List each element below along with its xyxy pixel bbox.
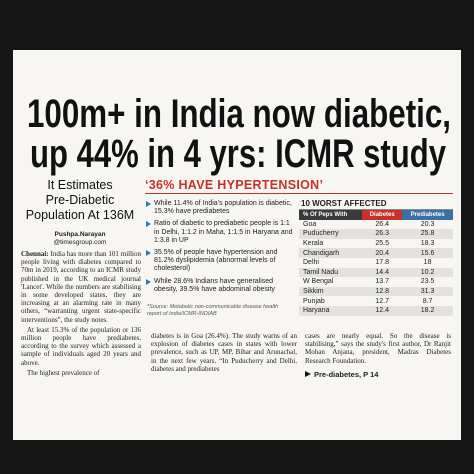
table-block: 10 WORST AFFECTED % Of Peps With Diabetes… <box>299 198 453 316</box>
info-box: ‘36% HAVE HYPERTENSION’ While 11.4% of I… <box>145 178 453 328</box>
paragraph: At least 15.3% of the population or 136 … <box>21 325 141 367</box>
table-row: Haryana 12.4 18.2 <box>299 305 453 316</box>
bullet-item: 35.5% of people have hypertension and 81… <box>145 249 293 274</box>
table-value: 12.8 <box>362 286 403 297</box>
paragraph: Chennai: India has more than 101 million… <box>21 250 141 324</box>
source-note: *Source: Metabolic non-communicable dise… <box>147 304 279 317</box>
table-value: 10.2 <box>402 267 453 278</box>
table-value: 13.7 <box>375 278 389 286</box>
state-name: W Bengal <box>303 278 334 286</box>
table-row: Delhi 17.8 18 <box>299 258 453 268</box>
subheadline-line: Population At 136M <box>25 208 135 222</box>
table-row: Kerala 25.5 18.3 <box>299 239 453 249</box>
bullet-item: While 11.4% of India's population is dia… <box>145 200 293 216</box>
table-row: Tamil Nadu 14.4 10.2 <box>299 267 453 278</box>
table-row: Chandigarh 20.4 15.6 <box>299 248 453 258</box>
table-value: 18.2 <box>402 305 453 316</box>
jump-text: Pre-diabetes, P 14 <box>314 369 379 379</box>
jump-line: Pre-diabetes, P 14 <box>305 369 451 379</box>
subheadline-line: It Estimates <box>47 178 113 192</box>
byline-handle: @timesgroup.com <box>53 239 107 246</box>
state-name: Kerala <box>303 240 324 248</box>
table-row: Punjab 12.7 8.7 <box>299 296 453 306</box>
paragraph: cases are nearly equal. So the disease i… <box>305 332 451 365</box>
table-value: 25.8 <box>402 229 453 239</box>
table-value: 26.3 <box>362 229 403 239</box>
table-value: 31.3 <box>402 286 453 297</box>
paragraph-text: India has more than 101 million people l… <box>21 250 142 324</box>
table-value: 17.8 <box>375 259 389 267</box>
table-title: 10 WORST AFFECTED <box>299 198 453 210</box>
table-row: Goa 26.4 20.3 <box>299 220 453 230</box>
table-value: 8.7 <box>422 297 433 305</box>
headline: up 44% in 4 yrs: ICMR study <box>30 132 447 176</box>
table-value: 12.4 <box>362 305 403 316</box>
byline: Pushpa.Narayan @timesgroup.com <box>21 231 139 247</box>
state-name: Tamil Nadu <box>299 267 363 278</box>
table-value: 14.4 <box>362 267 403 278</box>
state-name: Puducherry <box>299 229 363 239</box>
table-row: W Bengal 13.7 23.5 <box>299 277 453 287</box>
subheadline-line: Pre-Diabetic <box>45 193 115 207</box>
table-value: 18.3 <box>420 240 435 248</box>
body-middle: diabetes is in Goa (26.4%). The study wa… <box>151 332 297 375</box>
table-value: 20.3 <box>420 220 435 228</box>
state-name: Punjab <box>303 297 325 305</box>
state-name: Delhi <box>303 259 319 267</box>
table-value: 15.6 <box>402 248 453 258</box>
data-table: % Of Peps With Diabetes Prediabetes Goa 26.4… <box>299 210 453 316</box>
state-name: Haryana <box>299 305 363 316</box>
newspaper-clipping: 100m+ in India now diabetic, up 44% in 4… <box>13 50 461 440</box>
table-row: Puducherry 26.3 25.8 <box>299 229 453 239</box>
table-value: 20.4 <box>362 248 403 258</box>
table-value: 18 <box>423 259 432 267</box>
headline-area: 100m+ in India now diabetic, up 44% in 4… <box>27 92 451 176</box>
state-name: Chandigarh <box>299 248 363 258</box>
table-value: 26.4 <box>375 220 389 228</box>
table-row: Sikkim 12.8 31.3 <box>299 286 453 297</box>
headline: 100m+ in India now diabetic, <box>27 92 451 136</box>
box-title: ‘36% HAVE HYPERTENSION’ <box>145 178 453 194</box>
state-name: Goa <box>303 220 317 228</box>
arrow-icon <box>305 370 311 377</box>
body-right: cases are nearly equal. So the disease i… <box>305 332 451 379</box>
byline-name: Pushpa.Narayan <box>54 231 106 238</box>
subheadline: It Estimates Pre-Diabetic Population At … <box>21 178 139 223</box>
bullet-list: While 11.4% of India's population is dia… <box>145 200 293 298</box>
column-header: Diabetes <box>362 210 403 220</box>
table-value: 23.5 <box>420 278 435 286</box>
column-header: % Of Peps With <box>299 210 363 220</box>
dateline: Chennai: <box>21 250 49 258</box>
bullet-item: Ratio of diabetic to prediabetic people … <box>145 220 293 245</box>
table-header-row: % Of Peps With Diabetes Prediabetes <box>299 210 453 220</box>
body-left: Chennai: India has more than 101 million… <box>21 250 141 379</box>
bullet-item: While 28.6% Indians have generalised obe… <box>145 278 293 294</box>
state-name: Sikkim <box>299 286 363 297</box>
table-value: 25.5 <box>375 240 389 248</box>
table-value: 12.7 <box>375 297 389 305</box>
paragraph: The highest prevalence of <box>27 368 100 377</box>
paragraph: diabetes is in Goa (26.4%). The study wa… <box>151 332 297 373</box>
column-header: Prediabetes <box>402 210 453 220</box>
